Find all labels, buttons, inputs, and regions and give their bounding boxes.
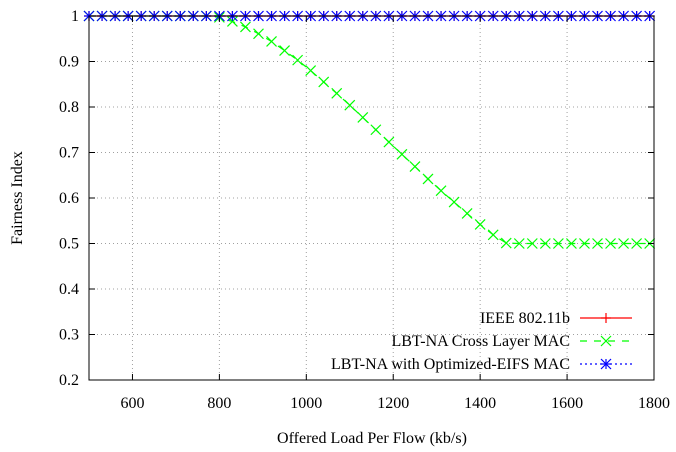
x-tick-label: 1600 <box>551 395 583 412</box>
axes <box>88 15 655 381</box>
data-point <box>500 237 512 249</box>
legend-label: LBT-NA with Optimized-EIFS MAC <box>331 356 570 373</box>
x-axis-label: Offered Load Per Flow (kb/s) <box>277 430 467 447</box>
x-tick-label: 1000 <box>290 395 322 412</box>
x-tick-label: 800 <box>207 395 231 412</box>
data-point <box>487 229 499 241</box>
y-tick-label: 0.4 <box>59 281 79 298</box>
data-point <box>240 21 251 33</box>
data-point <box>618 238 630 249</box>
data-point <box>526 238 538 249</box>
y-tick-label: 0.5 <box>59 236 79 253</box>
data-point <box>396 148 408 160</box>
data-point <box>253 28 264 40</box>
data-point <box>474 218 486 230</box>
data-point <box>539 238 551 249</box>
data-point <box>513 238 525 249</box>
y-tick-label: 0.2 <box>59 372 79 389</box>
data-point <box>266 36 277 47</box>
data-point <box>448 196 460 208</box>
legend-marker <box>600 335 612 347</box>
data-point <box>605 238 616 249</box>
y-tick-label: 0.7 <box>59 145 79 162</box>
data-point <box>579 238 590 249</box>
y-tick-label: 0.3 <box>59 327 79 344</box>
series-line <box>89 15 650 245</box>
data-point <box>592 238 603 249</box>
data-point <box>292 54 304 66</box>
data-point <box>565 238 577 249</box>
data-point <box>344 99 356 111</box>
series-2 <box>83 10 656 249</box>
grid-lines <box>89 16 654 380</box>
legend-marker <box>601 313 611 323</box>
data-point <box>370 124 382 136</box>
legend-marker <box>600 358 612 370</box>
data-point <box>422 173 434 185</box>
data-point <box>461 208 473 219</box>
data-point <box>305 65 317 77</box>
data-point <box>631 238 643 249</box>
series-layer <box>83 10 656 249</box>
data-point <box>279 45 291 57</box>
data-point <box>435 185 447 197</box>
data-point <box>226 16 238 27</box>
legend-label: IEEE 802.11b <box>480 310 570 327</box>
x-tick-label: 600 <box>120 395 144 412</box>
y-tick-label: 0.9 <box>59 54 79 71</box>
x-tick-label: 1400 <box>464 395 496 412</box>
data-point <box>409 161 421 173</box>
legend-label: LBT-NA Cross Layer MAC <box>391 333 570 350</box>
data-point <box>552 238 564 249</box>
data-point <box>357 112 369 123</box>
y-tick-label: 0.8 <box>59 99 79 116</box>
data-point <box>331 87 343 99</box>
y-axis-label: Fairness Index <box>9 151 26 245</box>
x-tick-label: 1200 <box>377 395 409 412</box>
data-point <box>318 76 330 88</box>
legend: IEEE 802.11b LBT-NA Cross Layer MAC LBT-NA… <box>331 310 632 373</box>
y-tick-label: 1 <box>71 8 79 25</box>
x-tick-label: 1800 <box>638 395 670 412</box>
data-point <box>383 136 395 148</box>
y-tick-label: 0.6 <box>59 190 79 207</box>
